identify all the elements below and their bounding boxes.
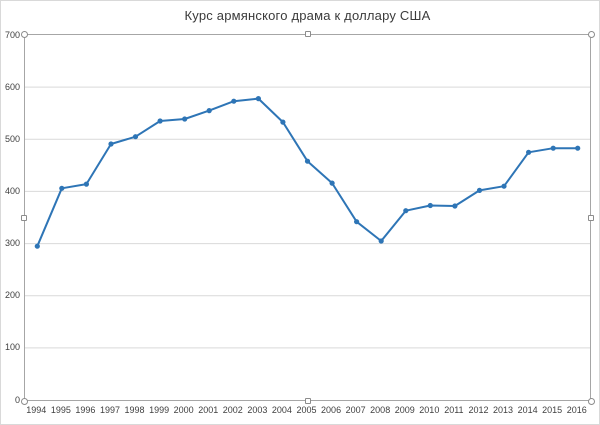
x-tick-label: 2006	[321, 405, 342, 415]
x-tick-label: 1996	[75, 405, 96, 415]
x-tick-label: 2007	[345, 405, 366, 415]
y-tick-label: 100	[4, 342, 20, 353]
data-point[interactable]	[157, 118, 163, 124]
data-point[interactable]	[427, 202, 433, 209]
y-tick-label: 0	[14, 394, 20, 405]
y-tick-label: 600	[4, 81, 20, 92]
data-point[interactable]	[255, 96, 261, 102]
x-tick-label: 2011	[444, 405, 464, 415]
x-tick-label: 2000	[173, 405, 194, 415]
x-tick-label: 2004	[271, 405, 292, 415]
data-point[interactable]	[403, 208, 409, 214]
data-point[interactable]	[280, 119, 286, 125]
x-tick-label: 2015	[542, 405, 563, 415]
data-point[interactable]	[304, 158, 311, 164]
data-point[interactable]	[476, 187, 483, 193]
data-point[interactable]	[452, 203, 458, 209]
data-point[interactable]	[206, 108, 212, 114]
data-point[interactable]	[526, 149, 532, 155]
x-tick-label: 1999	[149, 405, 170, 415]
x-tick-label: 2005	[296, 405, 317, 415]
y-tick-label: 500	[4, 133, 20, 144]
data-point[interactable]	[59, 185, 65, 191]
x-tick-label: 2003	[247, 405, 268, 415]
x-tick-label: 1994	[26, 405, 47, 415]
data-point[interactable]	[83, 181, 89, 187]
x-tick-label: 2014	[517, 405, 538, 415]
x-tick-label: 1998	[124, 405, 145, 415]
data-point[interactable]	[501, 183, 507, 189]
y-tick-label: 700	[4, 29, 20, 40]
y-tick-label: 300	[4, 238, 20, 249]
selection-handle-bottom-middle[interactable]	[304, 398, 311, 404]
x-tick-label: 2012	[468, 405, 489, 415]
selection-handle-top-left[interactable]	[20, 30, 28, 38]
data-point[interactable]	[182, 116, 188, 122]
x-tick-label: 2009	[394, 405, 415, 415]
chart-title[interactable]: Курс армянского драма к доллару США	[184, 8, 431, 23]
data-point[interactable]	[132, 134, 139, 140]
selection-handle-top-right[interactable]	[587, 30, 595, 38]
selection-handle-top-middle[interactable]	[304, 31, 311, 37]
selection-handle-bottom-right[interactable]	[587, 397, 595, 405]
data-point[interactable]	[354, 219, 360, 225]
x-tick-label: 2010	[419, 405, 440, 415]
data-point[interactable]	[34, 243, 40, 249]
y-tick-label: 200	[4, 290, 20, 301]
x-tick-label: 2013	[493, 405, 514, 415]
x-tick-label: 2002	[222, 405, 243, 415]
data-point[interactable]	[575, 145, 581, 151]
x-tick-label: 2001	[198, 405, 219, 415]
y-tick-label: 400	[4, 185, 20, 196]
data-point[interactable]	[378, 238, 384, 244]
data-point[interactable]	[231, 98, 237, 104]
data-point[interactable]	[108, 141, 114, 147]
x-tick-label: 1995	[50, 405, 71, 415]
selection-handle-bottom-left[interactable]	[20, 397, 28, 405]
x-tick-label: 1997	[99, 405, 120, 415]
data-point[interactable]	[329, 180, 335, 186]
x-tick-label: 2016	[566, 405, 587, 415]
selection-handle-middle-right[interactable]	[588, 214, 594, 221]
selection-handle-middle-left[interactable]	[21, 214, 27, 221]
plot-area[interactable]	[24, 34, 591, 401]
line-series[interactable]	[36, 97, 579, 248]
data-point[interactable]	[550, 145, 556, 151]
plot-svg	[25, 86, 590, 349]
x-tick-label: 2008	[370, 405, 391, 415]
